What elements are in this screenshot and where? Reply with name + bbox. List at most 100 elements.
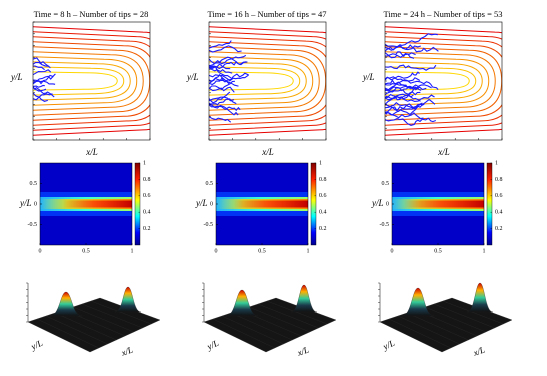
mesh-line [388, 318, 451, 349]
colorbar [310, 162, 317, 246]
vessel [385, 93, 435, 102]
x-axis-label: x/L [471, 344, 486, 358]
contour-plot [385, 26, 502, 136]
x-tick-label: 1 [483, 248, 486, 254]
mesh-line [212, 318, 275, 349]
vessel [385, 45, 421, 51]
vessel [209, 80, 235, 91]
vessel [209, 45, 242, 53]
colorbar-tick-label: 0.4 [319, 210, 327, 216]
x-axis-label: x/L [261, 147, 274, 157]
x-axis-label: x/L [295, 344, 310, 358]
mesh-line [230, 312, 293, 341]
vessel [209, 116, 232, 123]
colorbar-tick-label: 0.6 [495, 193, 503, 199]
y-tick-label: -0.5 [380, 222, 390, 228]
surface-peak [114, 286, 142, 313]
colorbar-tick-label: 0.2 [319, 226, 327, 232]
mesh-line [72, 306, 134, 333]
vessel [209, 96, 235, 102]
y-axis-label: y/L [362, 72, 375, 82]
vessel [209, 66, 233, 74]
contour-line [385, 41, 502, 121]
vessel [209, 91, 231, 104]
contour-line [209, 56, 314, 106]
y-axis-label: y/L [29, 338, 45, 352]
contour-plot [209, 26, 326, 136]
colorbar [134, 162, 141, 246]
mesh-line [266, 300, 328, 325]
contour-line [385, 66, 477, 96]
x-tick-label: 0 [215, 248, 218, 254]
mesh-line [257, 303, 319, 329]
vessel [33, 84, 45, 88]
x-tick-label: 0.5 [258, 248, 266, 254]
colorbar-tick-label: 0.8 [495, 177, 503, 183]
x-tick-label: 0 [39, 248, 42, 254]
contour-line [33, 66, 125, 96]
contour-line [33, 61, 131, 101]
colorbar-tick-label: 0.6 [319, 193, 327, 199]
contour-line [209, 61, 307, 101]
mesh-line [248, 306, 310, 333]
contour-line [33, 51, 144, 111]
vessel [209, 86, 235, 93]
colorbar-tick-label: 0.8 [143, 177, 151, 183]
y-axis-label: y/L [186, 72, 199, 82]
vessel [385, 85, 427, 92]
colorbar-tick-label: 1 [319, 160, 322, 166]
contour-line [385, 51, 496, 111]
mesh-line [397, 315, 460, 345]
mesh-line [90, 300, 152, 325]
vessel [33, 92, 48, 102]
colorbar-tick-label: 0.2 [495, 226, 503, 232]
y-tick-label: 0.5 [382, 181, 390, 187]
colorbar [486, 162, 493, 246]
vessel [385, 101, 423, 110]
heatmap-band [63, 200, 132, 208]
heatmap-band [403, 200, 484, 208]
mesh-line [221, 315, 284, 345]
colorbar-tick-label: 0.8 [319, 177, 327, 183]
heatmap-band [233, 200, 308, 208]
contour-line [209, 41, 326, 121]
contour-line [33, 56, 138, 106]
y-axis-label: y/L [19, 198, 32, 208]
x-tick-label: 0.5 [434, 248, 442, 254]
vessel [209, 104, 241, 112]
surface-floor [203, 297, 337, 353]
vessel [385, 117, 436, 126]
y-tick-label: 0.5 [206, 181, 214, 187]
contour-line [209, 71, 294, 91]
contour-line [385, 61, 483, 101]
colorbar-tick-label: 0.4 [495, 210, 503, 216]
contour-line [33, 36, 150, 126]
vessel [385, 79, 439, 91]
vessel [385, 43, 439, 53]
contour-line [385, 31, 502, 131]
mesh-line [442, 300, 504, 325]
contour-line [385, 56, 490, 106]
vessel [33, 86, 55, 98]
vessel [385, 52, 415, 59]
vessel [209, 56, 247, 67]
contour-line [209, 51, 320, 111]
panel-title: Time = 24 h – Number of tips = 53 [383, 9, 502, 19]
contour-line [33, 71, 118, 91]
mesh-line [433, 303, 495, 329]
y-axis-label: y/L [381, 338, 397, 352]
vessel [33, 93, 53, 101]
vessel [385, 110, 424, 120]
contour-line [33, 41, 150, 121]
vessel [33, 57, 51, 69]
panel-title: Time = 16 h – Number of tips = 47 [207, 9, 326, 19]
contour-line [209, 66, 301, 96]
contour-line [209, 36, 326, 126]
vessel [385, 85, 415, 92]
x-axis-label: x/L [437, 147, 450, 157]
mesh-line [54, 312, 117, 341]
vessel [385, 64, 437, 71]
colorbar-tick-label: 1 [143, 160, 146, 166]
x-tick-label: 0.5 [82, 248, 90, 254]
